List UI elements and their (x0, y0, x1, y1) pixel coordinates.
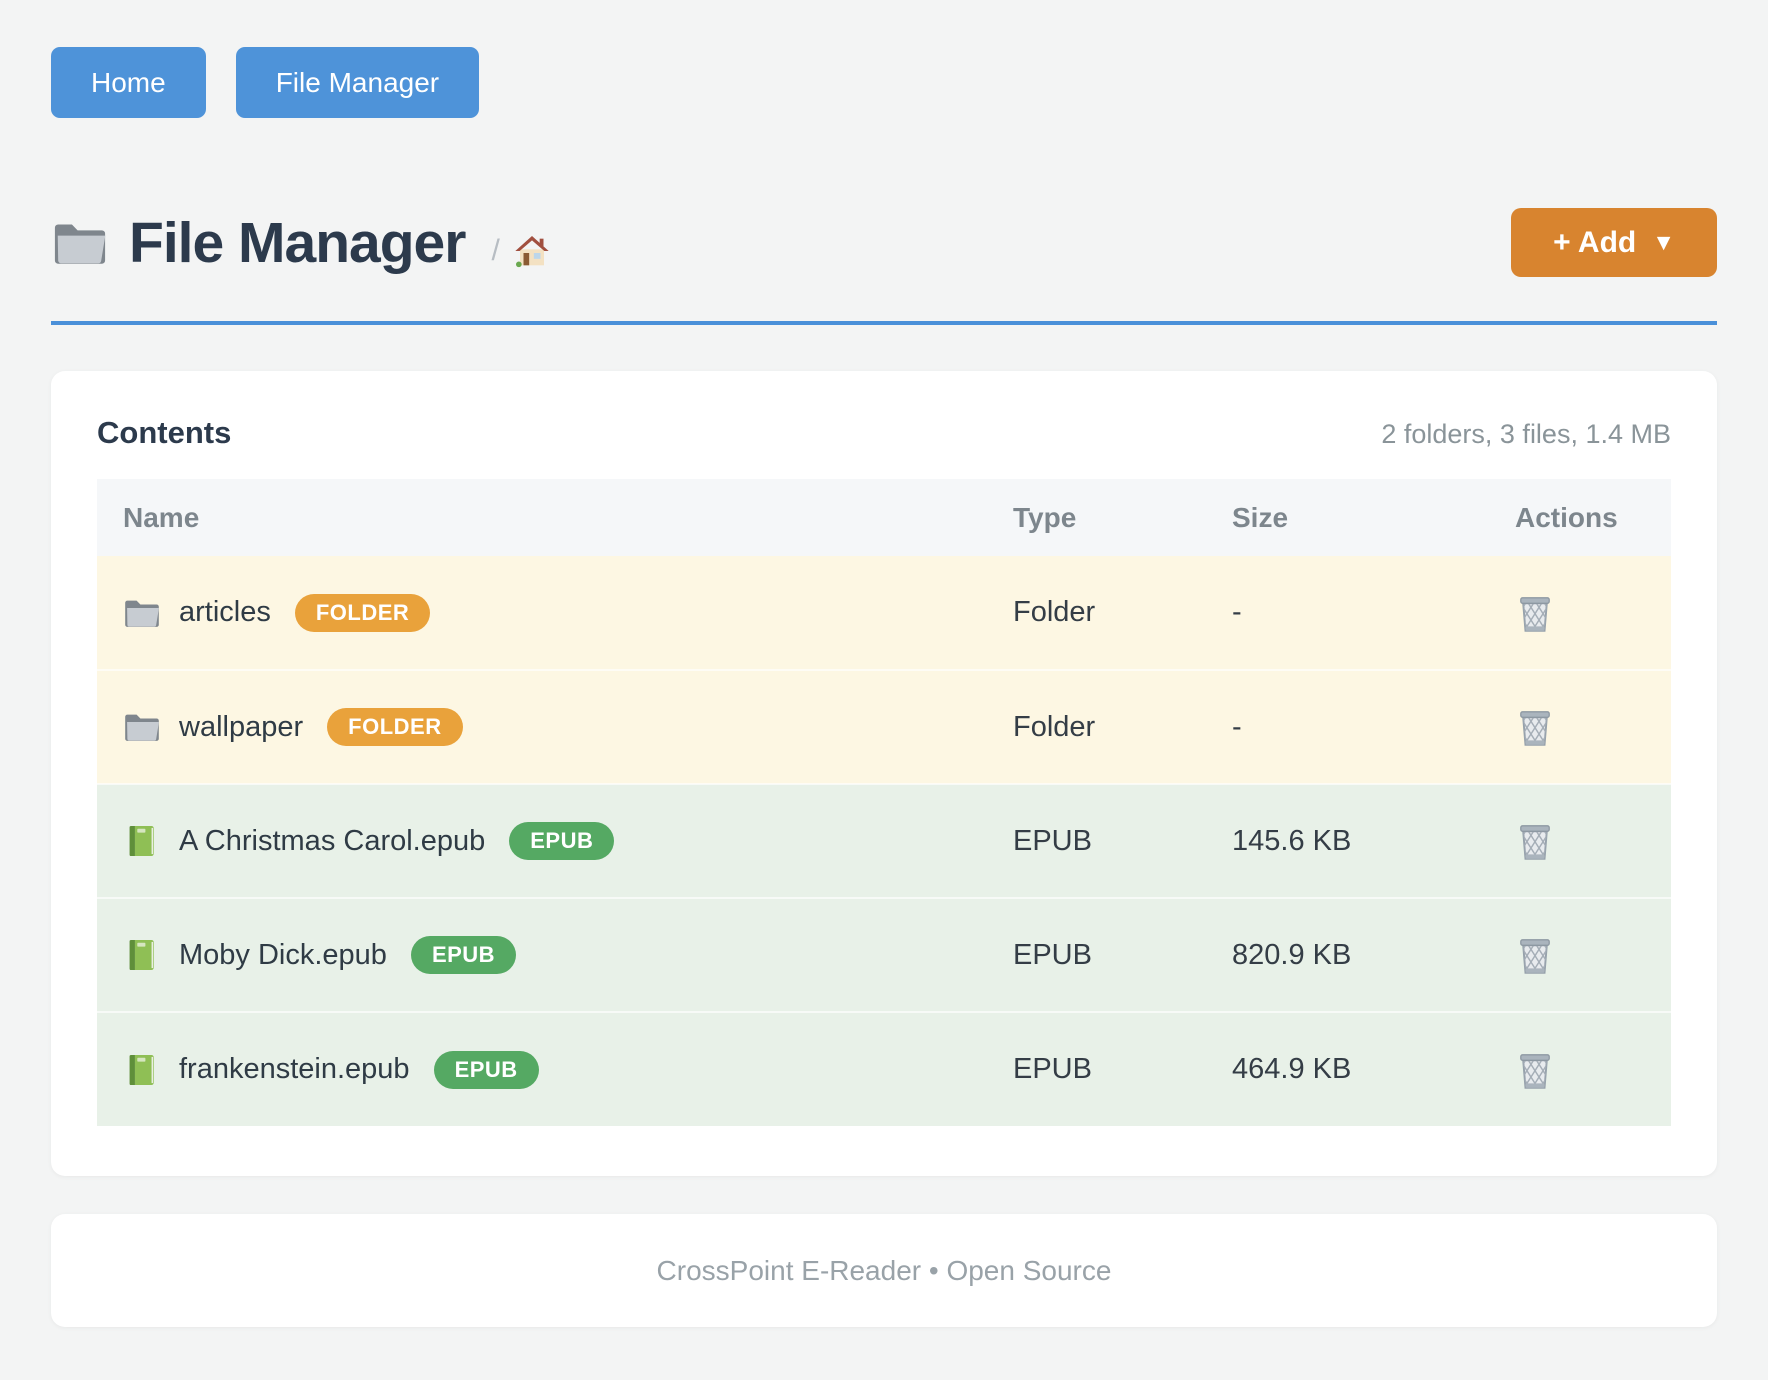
footer: CrossPoint E-Reader • Open Source (51, 1214, 1717, 1327)
column-header-size: Size (1232, 479, 1485, 556)
file-name: Moby Dick.epub (179, 938, 387, 971)
file-type: Folder (1013, 596, 1096, 628)
table-row[interactable]: articles FOLDER Folder - (97, 556, 1671, 670)
footer-text: CrossPoint E-Reader • Open Source (656, 1254, 1112, 1286)
type-badge: FOLDER (294, 593, 431, 632)
file-size: 145.6 KB (1232, 783, 1485, 898)
file-type: EPUB (1013, 897, 1232, 1012)
trash-icon (1515, 706, 1555, 748)
table-row[interactable]: A Christmas Carol.epub EPUB EPUB 145.6 K… (97, 783, 1671, 898)
file-name: frankenstein.epub (179, 1053, 410, 1085)
delete-button[interactable] (1485, 706, 1555, 748)
type-badge: EPUB (410, 936, 517, 974)
type-badge: FOLDER (327, 708, 463, 746)
house-icon (512, 231, 552, 271)
column-header-type: Type (1013, 479, 1232, 556)
column-header-name: Name (97, 479, 1013, 556)
table-body: articles FOLDER Folder - (97, 556, 1671, 1126)
folder-icon (123, 596, 161, 630)
breadcrumb: / (491, 231, 551, 271)
title-group: File Manager / (51, 210, 552, 276)
page-header: File Manager / + Add ▼ (51, 208, 1717, 277)
file-name: wallpaper (179, 710, 304, 743)
trash-icon (1515, 1049, 1555, 1091)
file-type: EPUB (1013, 783, 1232, 898)
contents-table: Name Type Size Actions (97, 479, 1671, 1126)
book-icon (123, 1053, 161, 1087)
table-row[interactable]: frankenstein.epub EPUB EPUB 464.9 KB (97, 1011, 1671, 1126)
book-icon (123, 938, 161, 972)
column-header-actions: Actions (1485, 479, 1671, 556)
breadcrumb-home-button[interactable] (512, 231, 552, 271)
delete-button[interactable] (1485, 592, 1555, 634)
file-type: Folder (1013, 669, 1232, 784)
file-size: - (1232, 669, 1485, 784)
table-row[interactable]: wallpaper FOLDER Folder - (97, 669, 1671, 784)
page-title: File Manager (129, 210, 466, 275)
contents-heading: Contents (97, 415, 232, 450)
folder-icon (51, 219, 109, 267)
folder-icon (123, 710, 161, 744)
breadcrumb-separator: / (491, 233, 500, 267)
nav-home-button[interactable]: Home (51, 47, 206, 118)
file-size: - (1232, 596, 1242, 628)
delete-button[interactable] (1485, 820, 1555, 862)
table-header-row: Name Type Size Actions (97, 479, 1671, 556)
file-name: articles (179, 596, 271, 628)
file-type: EPUB (1013, 1011, 1232, 1126)
top-nav: Home File Manager (51, 47, 1717, 118)
file-size: 464.9 KB (1232, 1011, 1485, 1126)
book-icon (123, 824, 161, 858)
file-name: A Christmas Carol.epub (179, 824, 486, 857)
file-size: 820.9 KB (1232, 897, 1485, 1012)
trash-icon (1515, 934, 1555, 976)
contents-summary: 2 folders, 3 files, 1.4 MB (1381, 419, 1671, 449)
trash-icon (1515, 592, 1555, 634)
contents-card: Contents 2 folders, 3 files, 1.4 MB Name… (51, 371, 1717, 1176)
type-badge: EPUB (509, 822, 615, 860)
add-button-label: + Add (1553, 225, 1637, 259)
trash-icon (1515, 820, 1555, 862)
type-badge: EPUB (433, 1050, 539, 1089)
caret-down-icon: ▼ (1652, 229, 1675, 255)
add-button[interactable]: + Add ▼ (1511, 208, 1717, 277)
delete-button[interactable] (1485, 1049, 1555, 1091)
table-row[interactable]: Moby Dick.epub EPUB EPUB 820.9 KB (97, 897, 1671, 1012)
delete-button[interactable] (1485, 934, 1555, 976)
header-divider (51, 321, 1717, 325)
nav-file-manager-button[interactable]: File Manager (235, 47, 480, 118)
